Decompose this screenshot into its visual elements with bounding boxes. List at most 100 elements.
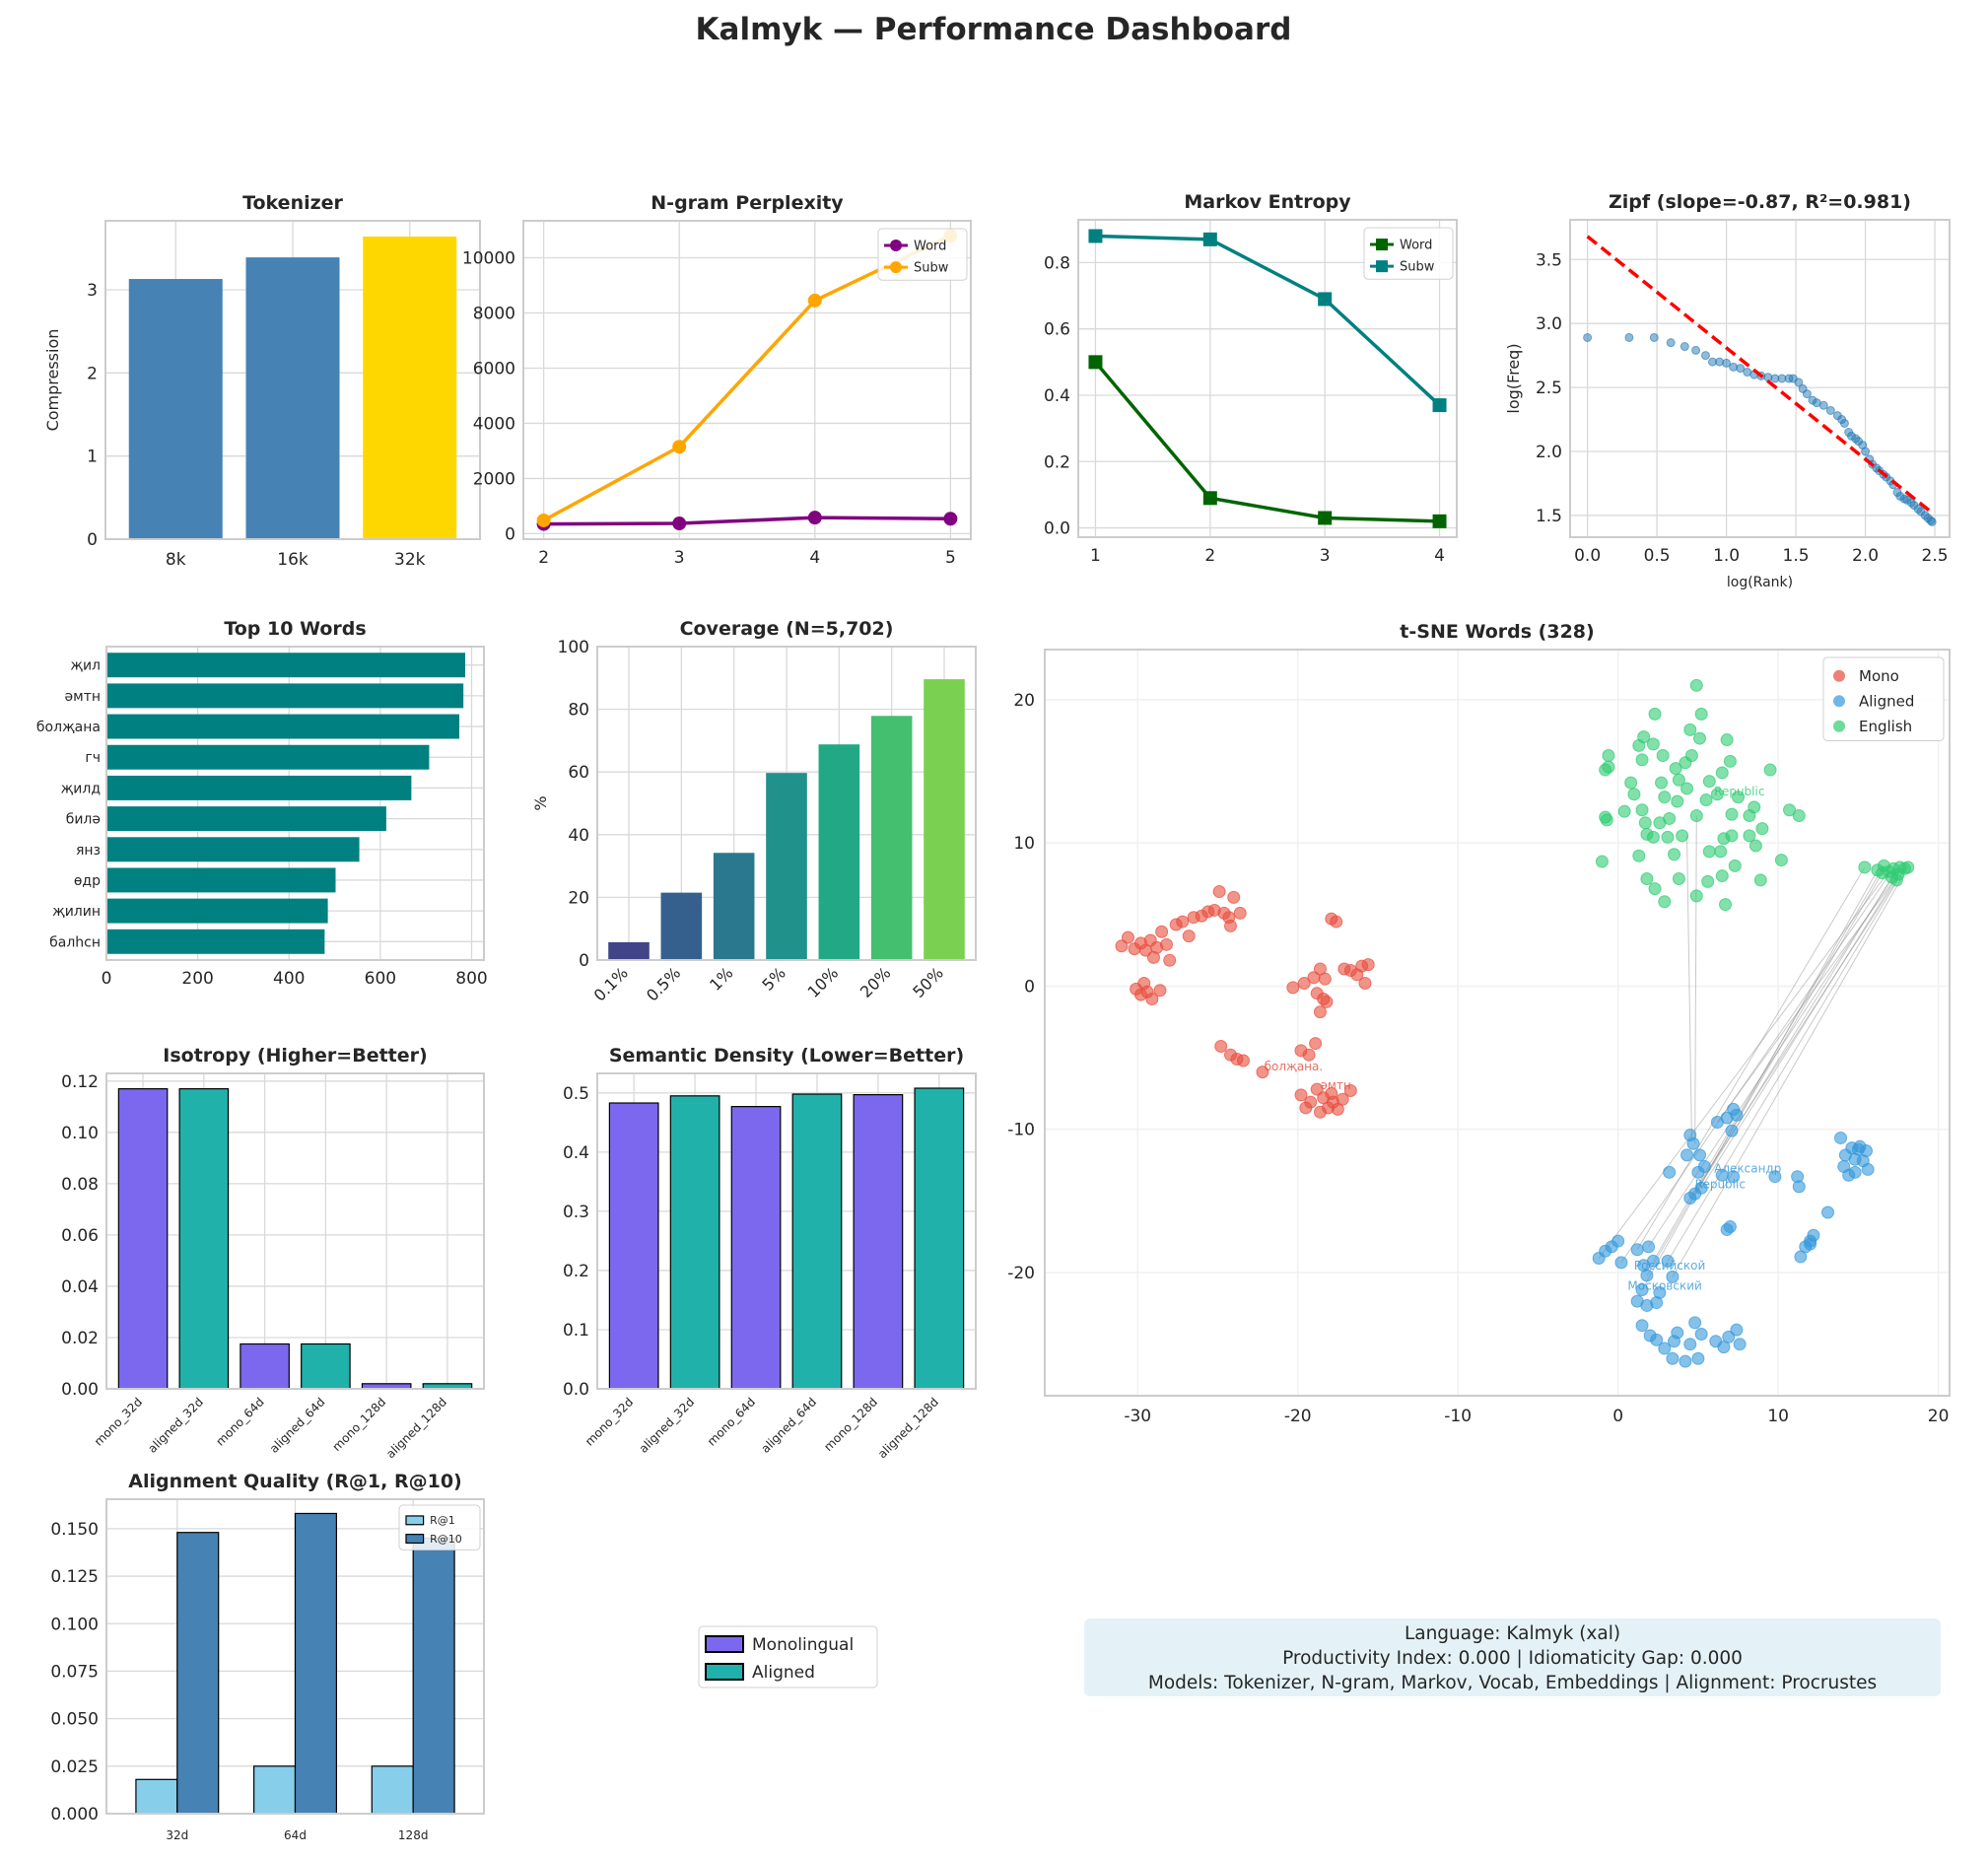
x-tick-label: aligned_128d [383,1395,449,1461]
x-tick-label: 800 [455,969,487,989]
tsne-point [1774,854,1788,867]
chart-title: Isotropy (Higher=Better) [163,1045,427,1067]
chart-title: N-gram Perplexity [651,192,844,214]
chart-title: Zipf (slope=-0.87, R²=0.981) [1609,191,1911,213]
tsne-point [1755,822,1769,836]
legend-label: Word [1400,239,1432,253]
tsne-point [1710,788,1724,801]
panel-semantic_density: Semantic Density (Lower=Better) 0.0 0.1 0.2… [563,1045,977,1461]
tsne-point [1821,1205,1835,1219]
zipf-point [1825,405,1835,415]
axes-frame [104,220,481,540]
x-tick-label: -20 [1284,1407,1312,1426]
legend-swatch [405,1515,425,1526]
panel-coverage: Coverage (N=5,702) 0 20 40 60 80 100 0.1% 0.5% 1%… [531,618,977,1005]
y-tick-label: 0.6 [1044,320,1070,340]
bar-coverage [608,941,650,960]
alignment-link [1598,870,1889,1259]
data-point [943,512,958,526]
tsne-point [1858,861,1872,874]
tsne-series-mono: болҗана. әмтн [1115,885,1375,1119]
y-tick-label: 0.050 [50,1710,99,1730]
legend-marker [1833,669,1845,682]
y-tick-label: 0.12 [61,1072,99,1092]
x-tick-label: 2.0 [1852,546,1879,566]
y-tick-label: балhсн [49,934,101,950]
zipf-point [1736,364,1746,374]
tsne-point [1130,982,1143,996]
y-tick-label: 0.10 [61,1124,99,1143]
embedding-legend: Monolingual Aligned [698,1625,878,1688]
tsne-point [1663,1165,1677,1179]
tsne-point [1723,1220,1737,1234]
bar-word [106,714,459,739]
alignment-link [1646,872,1884,1276]
tsne-point [1666,1270,1680,1283]
tsne-point [1701,874,1715,888]
bar-coverage [870,716,913,960]
legend-label: Aligned [752,1663,815,1683]
y-tick-label: 100 [558,638,589,657]
legend-label: Mono [1859,667,1899,685]
zipf-point [1794,378,1804,387]
panel-tsne: t-SNE Words (328) -30 -20 -10 0 10 20 -20 -10 0 10… [1007,621,1951,1426]
dashboard-title: Kalmyk — Performance Dashboard [696,12,1292,47]
y-tick-label: 0.06 [61,1226,99,1246]
tsne-point [1723,754,1737,768]
data-point [1318,511,1333,525]
tsne-point [1715,869,1729,883]
y-tick-label: 10000 [462,249,515,269]
data-point [536,513,551,527]
tsne-point [1861,1162,1875,1176]
legend-swatch [405,1534,425,1545]
tsne-point [1834,1131,1848,1144]
bar-32k [363,237,457,539]
tsne-point [1689,678,1703,692]
legend-label: Subw [1400,260,1435,275]
tsne-point [1679,1354,1692,1368]
bar-coverage [713,853,755,960]
y-tick-label: гч [85,750,101,766]
y-tick-label: 2 [87,364,98,383]
bar-R@1 [371,1765,414,1815]
axes-frame [596,646,977,961]
panel-markov: Markov Entropy 1 2 3 4 0.0 0.2 0.4 0.6 0.8 Word Sub… [1044,191,1458,566]
panel-alignment: Alignment Quality (R@1, R@10) 0.000 0.025 0… [50,1471,485,1842]
x-tick-label: 2 [538,548,549,568]
axes-frame [1569,219,1951,538]
legend-swatch [705,1635,744,1653]
tsne-point [1728,859,1742,872]
tsne-point [1688,1316,1702,1330]
y-tick-label: 3.5 [1536,250,1562,270]
y-tick-label: -20 [1007,1264,1035,1283]
legend-marker [890,240,902,252]
axes-frame [1077,219,1458,538]
tsne-point [1642,1240,1656,1254]
chart-title: Tokenizer [242,192,343,214]
x-tick-label: 5 [945,548,956,568]
tsne-point [1648,707,1662,721]
bar-coverage [924,679,965,960]
x-tick-label: 400 [273,969,305,989]
y-tick-label: 60 [568,763,589,783]
tsne-point [1337,962,1351,976]
tsne-point [1661,830,1675,844]
tsne-point [1715,766,1729,780]
tsne-point [1115,939,1129,953]
bar-mono_32d [117,1088,169,1390]
tsne-point [1638,816,1652,830]
data-point [1318,292,1333,307]
tsne-point [1600,813,1613,827]
tsne-point [1684,749,1698,763]
tsne-point [1214,1039,1228,1053]
x-tick-label: 1.0 [1713,546,1740,566]
tsne-point [1733,1338,1747,1351]
tsne-point [1624,776,1638,790]
tsne-point [1650,1333,1664,1346]
legend-label: English [1859,718,1912,735]
alignment-link [1700,873,1899,1189]
bar-16k [245,257,340,539]
tsne-word-label: Republic [1714,785,1764,798]
legend-label: Word [914,240,946,254]
